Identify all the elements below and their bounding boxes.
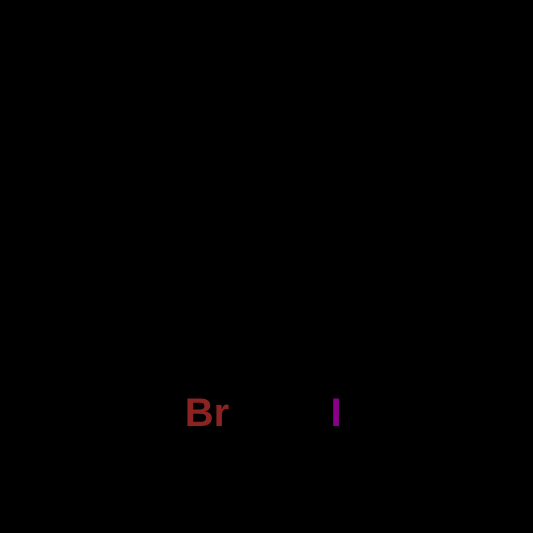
atom-label-i: I (330, 391, 341, 435)
atom-label-br: Br (185, 391, 229, 435)
canvas-background (0, 0, 533, 533)
